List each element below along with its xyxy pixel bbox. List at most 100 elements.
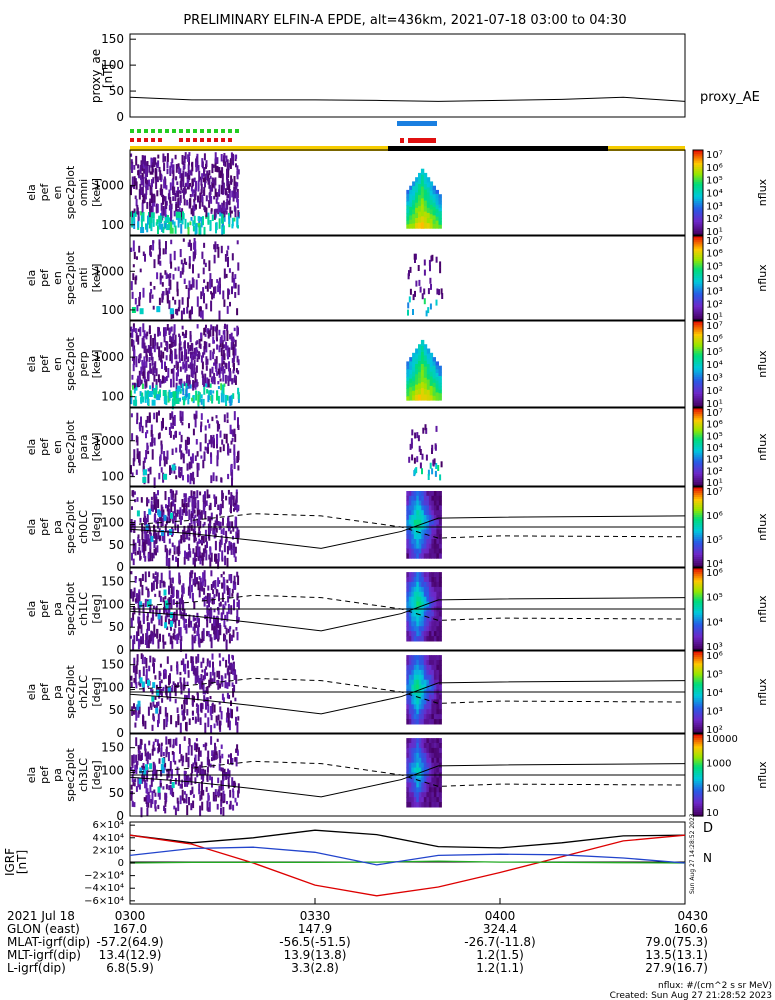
spec-pixel [138, 778, 142, 784]
spec-pixel [177, 524, 179, 533]
spec-event-pixel [406, 581, 410, 588]
colorbar-cell [693, 394, 703, 397]
spec-pixel [179, 671, 182, 676]
spec-event-pixel [414, 468, 417, 475]
spec-pixel [230, 492, 233, 498]
spec-pixel [181, 515, 183, 520]
spec-event-pixel [426, 395, 431, 401]
spec-pixel [163, 456, 166, 467]
spec-pixel [214, 533, 217, 538]
spec-pixel [230, 549, 233, 555]
spec-pixel [219, 446, 222, 453]
spec-pixel [164, 361, 166, 371]
spec-pixel [183, 198, 186, 206]
spec-pixel [235, 674, 238, 684]
spec-pixel [200, 510, 203, 519]
spec-pixel [165, 395, 168, 406]
spec-pixel [212, 661, 214, 669]
spec-pixel [212, 472, 215, 482]
colorbar-cell [693, 586, 703, 590]
spec-pixel [145, 223, 147, 230]
spec-pixel [146, 771, 149, 782]
spec-event-pixel [426, 358, 431, 365]
spec-pixel [169, 612, 173, 619]
spec-event-pixel [408, 596, 412, 603]
colorbar-cell [693, 537, 703, 540]
spec-pixel [196, 508, 199, 517]
spec-pixel [153, 195, 156, 203]
spec-pixel [186, 173, 189, 180]
spec-event-pixel [426, 797, 430, 803]
spec-pixel [222, 528, 225, 535]
spec-event-pixel [419, 462, 422, 469]
spec-pixel [177, 801, 180, 812]
spec-event-pixel [436, 626, 440, 632]
spec-pixel [200, 332, 203, 339]
orbit-row-label: 2021 Jul 18 [7, 909, 75, 923]
spec-pixel [186, 386, 189, 390]
spec-event-pixel [406, 193, 410, 199]
spec-pixel [133, 176, 136, 186]
panel-ylabel: elapefenspec2plotpara[keV] [25, 420, 103, 474]
spec-pixel [173, 324, 176, 333]
spec-pixel [236, 592, 239, 599]
colorbar-cell [693, 489, 703, 492]
spec-pixel [161, 530, 164, 536]
spec-pixel [200, 216, 203, 222]
panel-ylabel-line: ela [25, 601, 38, 618]
colorbar-cell [693, 164, 703, 168]
spec-pixel [176, 281, 179, 292]
spec-event-pixel [415, 187, 419, 193]
spec-event-pixel [421, 591, 425, 598]
spec-pixel [203, 587, 206, 595]
spec-pixel [131, 176, 134, 188]
spec-pixel [163, 451, 166, 461]
colorbar-cell [693, 559, 703, 562]
spec-pixel [147, 534, 150, 546]
spec-pixel [185, 261, 188, 265]
spec-pixel [166, 161, 169, 169]
spec-pixel [154, 675, 157, 680]
spec-pixel [169, 785, 172, 795]
spec-pixel [177, 390, 180, 395]
colorbar-cell [693, 218, 703, 221]
spec-pixel [234, 339, 237, 347]
spec-event-pixel [421, 631, 425, 637]
spec-pixel [133, 802, 136, 808]
spec-pixel [209, 185, 212, 195]
spec-event-pixel [408, 577, 412, 583]
spec-pixel [208, 593, 211, 603]
spec-event-pixel [433, 655, 437, 661]
spec-event-pixel [428, 621, 432, 627]
colorbar-cell [693, 470, 703, 473]
spec-pixel [187, 586, 190, 596]
spec-pixel [160, 202, 163, 211]
spec-event-pixel [411, 747, 415, 754]
igrf-ytick: −6×10⁴ [84, 896, 124, 907]
spec-pixel [202, 598, 204, 602]
spec-event-pixel [416, 553, 420, 559]
spec-event-pixel [436, 529, 440, 535]
spec-event-pixel [432, 211, 436, 216]
spec-pixel [168, 633, 171, 637]
spec-pixel [181, 396, 184, 401]
spec-pixel [196, 467, 199, 477]
spec-pixel [198, 216, 201, 227]
spec-event-pixel [418, 539, 422, 545]
spec-event-pixel [420, 222, 425, 229]
spec-event-pixel [411, 500, 415, 506]
spec-pixel [166, 450, 169, 460]
spec-pixel [191, 178, 194, 188]
spec-pixel [157, 613, 161, 620]
spec-pixel [217, 618, 219, 629]
colorbar-cell [693, 441, 703, 444]
colorbar-cell [693, 734, 703, 737]
spec-event-pixel [423, 178, 428, 185]
spec-event-pixel [411, 738, 415, 744]
spec-pixel [232, 688, 235, 698]
spec-pixel [155, 162, 158, 167]
spec-pixel [232, 338, 235, 343]
spec-pixel [196, 671, 199, 679]
spec-pixel [186, 780, 189, 787]
